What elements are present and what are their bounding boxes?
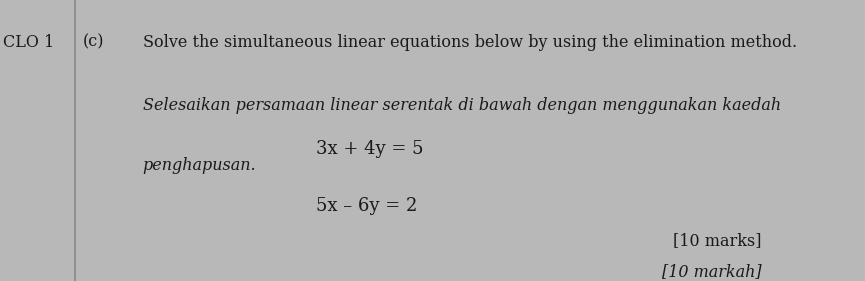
- Text: Solve the simultaneous linear equations below by using the elimination method.: Solve the simultaneous linear equations …: [143, 34, 797, 51]
- Text: (c): (c): [83, 34, 105, 51]
- Text: CLO 1: CLO 1: [3, 34, 54, 51]
- Text: penghapusan.: penghapusan.: [143, 157, 256, 174]
- Text: [10 marks]: [10 marks]: [673, 232, 761, 249]
- Text: Selesaikan persamaan linear serentak di bawah dengan menggunakan kaedah: Selesaikan persamaan linear serentak di …: [143, 97, 781, 114]
- Text: [10 markah]: [10 markah]: [662, 263, 761, 280]
- Text: 5x – 6y = 2: 5x – 6y = 2: [316, 197, 417, 215]
- Text: 3x + 4y = 5: 3x + 4y = 5: [316, 140, 423, 158]
